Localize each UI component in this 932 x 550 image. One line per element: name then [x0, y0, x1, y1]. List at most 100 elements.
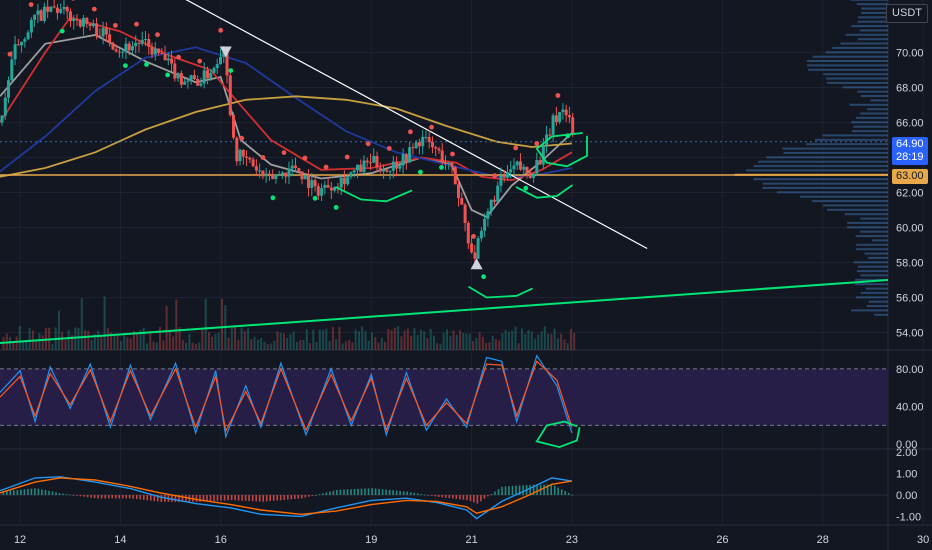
candle-body — [323, 184, 327, 188]
macd-histogram-bar — [357, 488, 359, 495]
countdown-badge: 28:19 — [892, 150, 928, 165]
candle-body — [414, 142, 418, 149]
volume-bar — [80, 298, 83, 350]
candle-body — [98, 35, 102, 37]
volume-bar — [142, 327, 145, 350]
volume-bar — [351, 342, 354, 350]
volume-profile-bar — [855, 116, 888, 119]
volume-profile-bar — [844, 213, 888, 216]
volume-bar — [214, 333, 217, 350]
candle-body — [385, 169, 389, 172]
volume-bar — [354, 329, 357, 350]
candle-body — [212, 68, 216, 73]
volume-bar — [344, 341, 347, 350]
sell-signal-dot — [28, 2, 34, 7]
candle-body — [463, 204, 467, 223]
macd-histogram-bar — [476, 495, 479, 504]
volume-bar — [292, 331, 295, 350]
volume-profile-bar — [852, 130, 888, 133]
macd-histogram-bar — [283, 495, 286, 500]
candle-body — [388, 170, 392, 172]
candle-body — [241, 149, 245, 157]
candle-body — [140, 39, 144, 44]
candle-body — [369, 162, 372, 164]
candle-body — [473, 252, 477, 259]
macd-histogram-bar — [132, 495, 134, 499]
stochastic-tick-label: 40.00 — [896, 402, 924, 414]
candle-body — [554, 115, 558, 122]
candle-body — [160, 53, 164, 54]
buy-signal-dot — [123, 63, 128, 68]
annotation-loop — [535, 132, 588, 168]
candle-body — [264, 173, 268, 177]
volume-bar — [468, 333, 471, 350]
candle-body — [235, 137, 239, 162]
date-tick-label: 16 — [215, 534, 227, 546]
sell-signal-dot — [218, 27, 224, 33]
macd-histogram-bar — [343, 489, 345, 495]
candle-body — [460, 198, 464, 205]
macd-histogram-bar — [206, 495, 208, 502]
volume-bar — [494, 339, 497, 350]
volume-profile-bar — [826, 81, 888, 84]
macd-histogram-bar — [55, 492, 57, 495]
candle-body — [297, 168, 301, 172]
sell-signal-dot — [281, 150, 287, 156]
macd-histogram-bar — [564, 491, 566, 495]
macd-histogram-bar — [452, 495, 454, 499]
volume-bar — [181, 340, 184, 350]
candle-body — [502, 175, 506, 178]
date-tick-label: 28 — [817, 534, 829, 546]
candle-body — [476, 238, 480, 259]
macd-histogram-bar — [441, 495, 444, 498]
support-line[interactable] — [0, 279, 889, 344]
volume-bar — [273, 340, 276, 350]
candle-body — [444, 162, 447, 164]
macd-histogram-bar — [251, 495, 254, 502]
volume-bar — [410, 335, 413, 350]
candle-body — [78, 20, 82, 27]
candle-body — [127, 43, 131, 51]
macd-histogram-bar — [406, 491, 408, 495]
macd-histogram-bar — [139, 495, 142, 500]
volume-bar — [12, 342, 15, 350]
volume-bar — [149, 331, 152, 350]
candle-body — [228, 75, 232, 116]
macd-histogram-bar — [174, 495, 177, 502]
trendline[interactable] — [171, 0, 648, 250]
candle-body — [434, 147, 438, 149]
candle-body — [300, 171, 304, 180]
candle-body — [496, 185, 500, 202]
volume-profile-bar — [853, 261, 888, 264]
macd-histogram-bar — [350, 489, 352, 495]
volume-profile-bar — [851, 309, 888, 312]
macd-histogram-bar — [79, 495, 82, 497]
macd-histogram-bar — [44, 490, 47, 495]
drawn-lines[interactable] — [0, 0, 889, 344]
candle-body — [95, 23, 99, 36]
volume-bar — [416, 335, 419, 350]
volume-bar — [331, 326, 334, 350]
macd-histogram-bar — [6, 491, 8, 495]
macd-histogram-bar — [434, 495, 437, 497]
buy-signal-dot — [523, 185, 529, 191]
macd-histogram-bar — [276, 495, 278, 501]
volume-bar — [374, 337, 377, 350]
date-tick-label: 30 — [917, 534, 929, 546]
macd-histogram-bar — [494, 491, 496, 495]
macd-histogram-bar — [459, 495, 461, 500]
candle-body — [551, 115, 555, 135]
price-tick-label: 66.00 — [896, 118, 924, 130]
macd-histogram-bar — [255, 495, 257, 502]
volume-profile-bar — [825, 77, 888, 80]
candle-body — [564, 109, 568, 116]
macd-histogram-bar — [150, 495, 152, 501]
candle-body — [130, 46, 134, 51]
candle-body — [548, 134, 552, 136]
macd-histogram-bar — [48, 490, 50, 495]
volume-bar — [449, 335, 452, 350]
volume-profile-bar — [861, 7, 888, 10]
candle-body — [209, 73, 213, 79]
